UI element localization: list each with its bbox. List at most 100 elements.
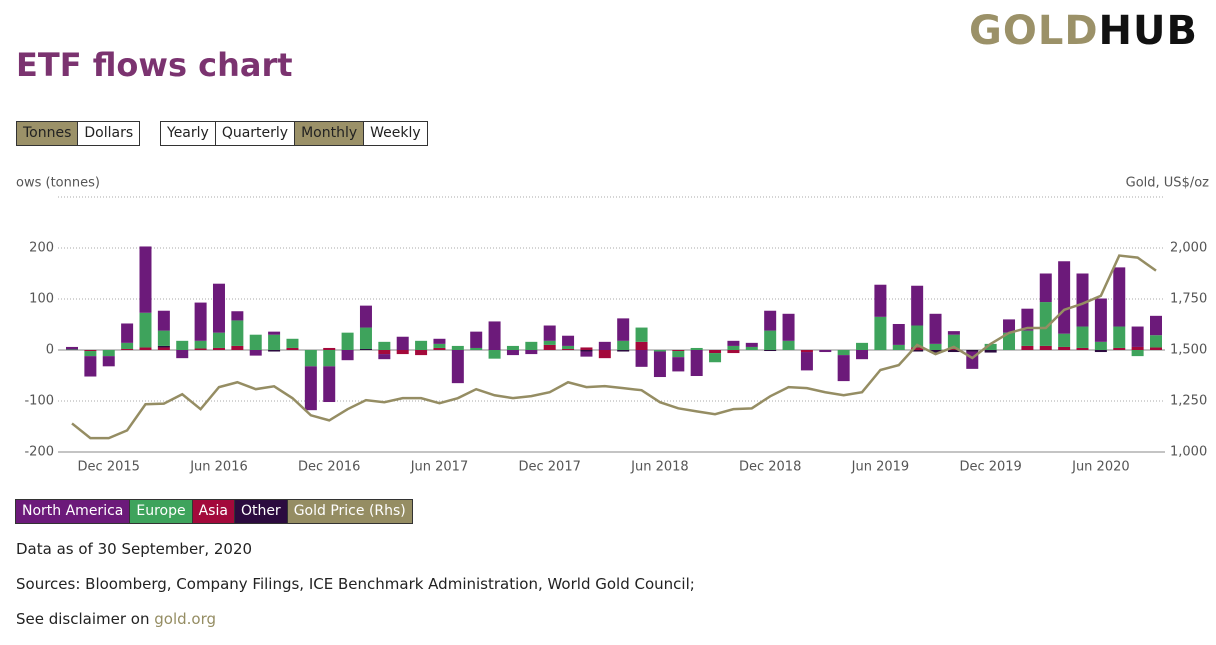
bar-segment bbox=[1076, 326, 1089, 348]
bar-segment bbox=[176, 340, 189, 350]
x-tick-label: Jun 2017 bbox=[410, 460, 469, 475]
bar-segment bbox=[874, 284, 887, 317]
bar-segment bbox=[543, 325, 556, 341]
bar-segment bbox=[1150, 335, 1162, 348]
bar-segment bbox=[506, 345, 519, 350]
bar-segment bbox=[1131, 326, 1144, 347]
bar-segment bbox=[911, 347, 924, 350]
y2-tick-label: 1,250 bbox=[1170, 394, 1207, 409]
bar-segment bbox=[451, 345, 464, 350]
bar-segment bbox=[121, 342, 134, 349]
x-tick-label: Dec 2015 bbox=[78, 460, 140, 475]
bar-segment bbox=[543, 344, 556, 350]
bar-segment bbox=[1021, 308, 1034, 331]
bar-segment bbox=[1094, 298, 1107, 342]
bar-segment bbox=[176, 350, 189, 359]
bar-segment bbox=[525, 341, 538, 350]
y-tick-label: -100 bbox=[24, 394, 54, 409]
bar-segment bbox=[506, 350, 519, 356]
bar-segment bbox=[433, 347, 446, 350]
bar-segment bbox=[139, 312, 152, 348]
bar-segment bbox=[929, 343, 942, 350]
title: ETF flows chart bbox=[16, 46, 293, 84]
bar-segment bbox=[1150, 315, 1162, 336]
toggle-button[interactable]: Tonnes bbox=[16, 121, 79, 146]
disclaimer: See disclaimer on bbox=[16, 610, 155, 628]
bar-segment bbox=[947, 334, 960, 349]
toggle-button[interactable]: Dollars bbox=[77, 121, 141, 146]
legend-item[interactable]: North America bbox=[15, 499, 131, 524]
bar-segment bbox=[1058, 346, 1071, 350]
link[interactable]: gold.org bbox=[154, 610, 217, 628]
legend-item[interactable]: Other bbox=[233, 499, 288, 524]
bar-segment bbox=[764, 310, 777, 331]
bar-segment bbox=[470, 347, 483, 350]
bar-segment bbox=[1021, 330, 1034, 346]
bar-segment bbox=[1150, 347, 1162, 350]
toggle-button[interactable]: Weekly bbox=[363, 121, 428, 146]
bar-segment bbox=[543, 340, 556, 345]
bar-segment bbox=[709, 350, 722, 354]
bar-segment bbox=[911, 350, 924, 352]
logo-gold: GOLD bbox=[969, 8, 1099, 54]
bar-segment bbox=[800, 352, 813, 371]
bar-segment bbox=[525, 350, 538, 355]
bar-segment bbox=[84, 356, 97, 377]
toggle-button[interactable]: Quarterly bbox=[214, 121, 296, 146]
bar-segment bbox=[782, 313, 795, 341]
bar-segment bbox=[359, 327, 372, 349]
period-buttons: Yearly Quarterly Monthly Weekly bbox=[160, 121, 428, 146]
bar-segment bbox=[1039, 273, 1052, 303]
bar-segment bbox=[304, 350, 317, 367]
y2-tick-label: 1,500 bbox=[1170, 343, 1207, 358]
legend-item[interactable]: Europe bbox=[129, 499, 193, 524]
bar-segment bbox=[837, 350, 850, 356]
bar-segment bbox=[635, 350, 648, 367]
y-tick-label: 200 bbox=[29, 241, 54, 256]
bar-segment bbox=[892, 344, 905, 350]
bar-segment bbox=[1021, 345, 1034, 350]
bar-segment bbox=[947, 348, 960, 350]
bar-segment bbox=[323, 366, 336, 403]
bar-segment bbox=[212, 347, 225, 350]
bar-segment bbox=[378, 341, 391, 350]
bar-segment bbox=[819, 350, 832, 353]
bar-segment bbox=[764, 330, 777, 350]
bar-segment bbox=[121, 348, 134, 350]
toggle-button[interactable]: Monthly bbox=[294, 121, 365, 146]
bar-segment bbox=[672, 350, 685, 352]
bar-segment bbox=[1058, 261, 1071, 334]
bar-segment bbox=[157, 310, 170, 331]
x-tick-label: Jun 2020 bbox=[1071, 460, 1130, 475]
bar-segment bbox=[690, 350, 703, 377]
bar-segment bbox=[396, 350, 409, 355]
y2-tick-label: 1,000 bbox=[1170, 445, 1207, 460]
bar-segment bbox=[764, 350, 777, 352]
bar-segment bbox=[984, 350, 997, 353]
legend-item[interactable]: Gold Price (Rhs) bbox=[286, 499, 413, 524]
bar-segment bbox=[231, 345, 244, 350]
bar-segment bbox=[874, 316, 887, 350]
bar-segment bbox=[800, 350, 813, 353]
bar-segment bbox=[580, 347, 593, 350]
x-tick-label: Dec 2016 bbox=[298, 460, 360, 475]
bar-segment bbox=[837, 355, 850, 382]
bar-segment bbox=[1076, 273, 1089, 327]
bar-segment bbox=[121, 323, 134, 343]
bar-segment bbox=[782, 340, 795, 350]
bar-segment bbox=[396, 336, 409, 350]
legend-item[interactable]: Asia bbox=[191, 499, 235, 524]
x-tick-label: Jun 2016 bbox=[189, 460, 248, 475]
bar-segment bbox=[84, 351, 97, 357]
bar-segment bbox=[84, 350, 97, 352]
bar-segment bbox=[378, 350, 391, 355]
chart: ows (tonnes) Gold, US$/oz -200 -100 0 100 20… bbox=[16, 176, 1209, 475]
x-tick-label: Jun 2019 bbox=[851, 460, 910, 475]
toggle-button[interactable]: Yearly bbox=[160, 121, 216, 146]
bar-segment bbox=[562, 335, 575, 346]
bar-segment bbox=[727, 350, 740, 354]
bar-segment bbox=[947, 331, 960, 335]
x-tick-label: Dec 2017 bbox=[519, 460, 581, 475]
bar-segment bbox=[1113, 347, 1126, 350]
